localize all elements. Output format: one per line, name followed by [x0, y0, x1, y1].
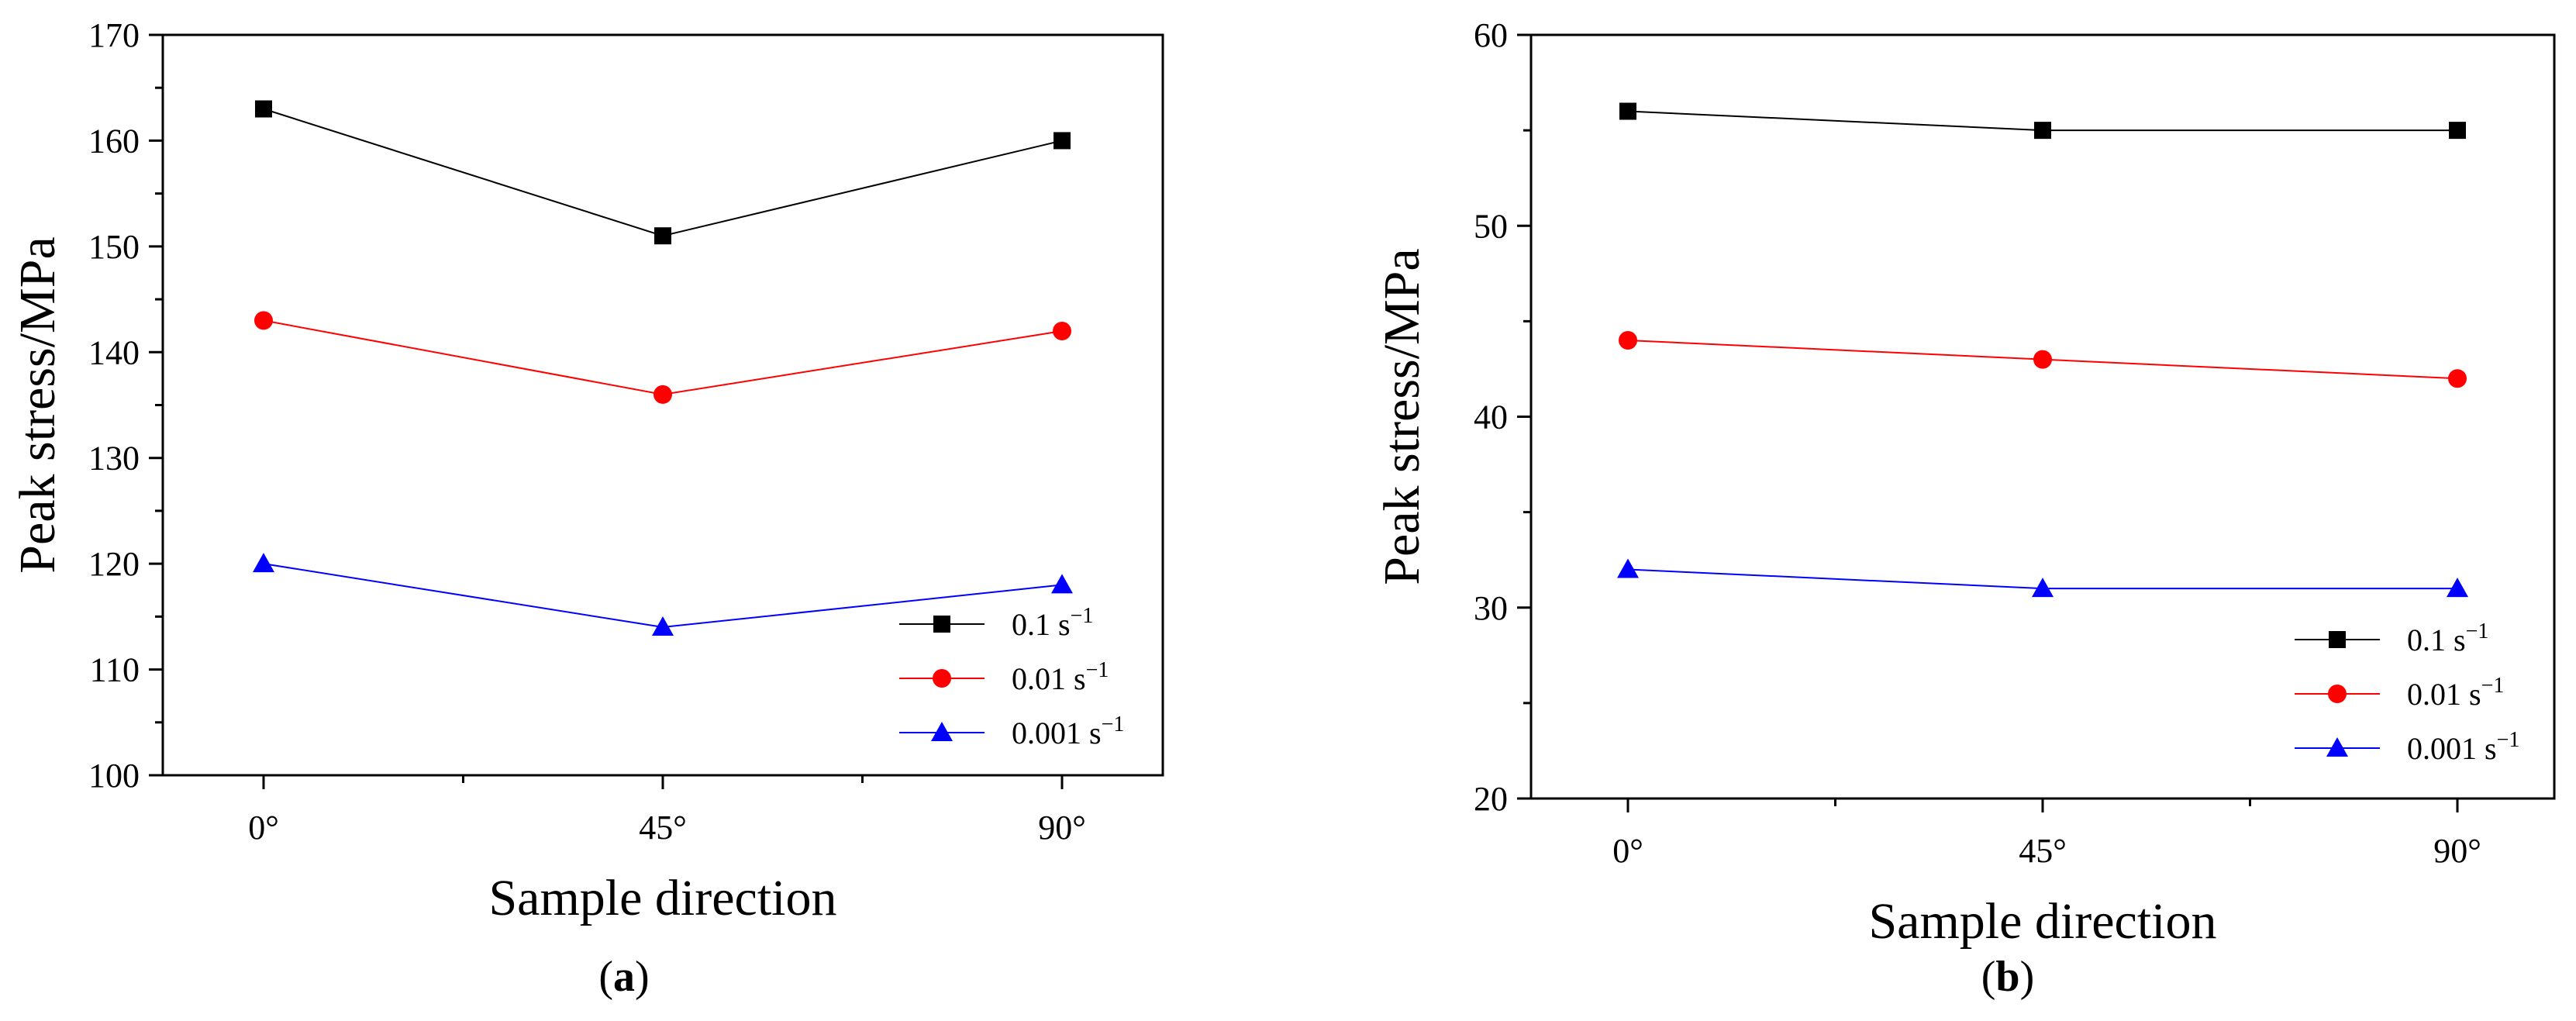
legend-label-name: 0.01 s: [2407, 677, 2481, 712]
y-tick-label: 140: [88, 333, 140, 371]
x-axis-title: Sample direction: [488, 870, 836, 926]
legend-label: 0.001 s−1: [2407, 728, 2519, 766]
legend-label-name: 0.1 s: [2407, 623, 2466, 657]
legend-label-name: 0.01 s: [1012, 661, 1086, 696]
data-point: [254, 311, 273, 330]
x-tick-label: 90°: [2433, 832, 2481, 870]
y-axis-title: Peak stress/MPa: [9, 236, 66, 573]
x-tick-label: 45°: [639, 809, 687, 847]
panel-label-open-paren: (: [1981, 953, 1996, 1001]
data-point: [1051, 574, 1073, 594]
legend-label-exponent: −1: [2466, 619, 2489, 643]
x-tick-label: 0°: [248, 809, 279, 847]
panel-label: (b): [1981, 953, 2034, 1001]
legend-label: 0.1 s−1: [2407, 619, 2488, 657]
plot-frame: [1529, 33, 2556, 800]
legend-label-name: 0.001 s: [1012, 716, 1102, 750]
panel-label-close-paren: ): [2020, 953, 2035, 1001]
data-point: [2032, 578, 2054, 598]
data-point: [2448, 369, 2467, 388]
legend-marker: [2328, 685, 2347, 703]
legend-marker: [933, 669, 951, 688]
y-tick-label: 120: [88, 545, 140, 583]
legend-label-name: 0.001 s: [2407, 731, 2497, 766]
legend-label: 0.1 s−1: [1012, 604, 1093, 642]
data-point: [1053, 322, 1071, 340]
chart-panel-b: 20 30 40 50 60 0° 45° 90° Sample direction Peak s…: [1374, 16, 2556, 1001]
panel-label-letter: a: [613, 953, 635, 1001]
data-point: [253, 553, 274, 573]
data-point: [2449, 122, 2466, 140]
data-point: [2447, 578, 2468, 598]
data-point: [1054, 132, 1071, 150]
data-point: [1619, 102, 1636, 120]
y-tick-label: 130: [88, 440, 140, 478]
legend-label-exponent: −1: [2497, 728, 2520, 752]
legend-marker: [931, 722, 953, 741]
legend-label-exponent: −1: [1102, 712, 1125, 736]
y-tick-label: 170: [88, 16, 140, 54]
data-point: [1617, 558, 1639, 578]
panel-label: (a): [598, 953, 649, 1001]
data-point: [652, 616, 674, 636]
data-point: [1619, 331, 1637, 350]
series-line: [263, 108, 1063, 237]
series-line: [263, 319, 1063, 395]
legend-marker: [933, 616, 950, 633]
y-tick-label: 30: [1474, 589, 1508, 627]
legend-label: 0.01 s−1: [1012, 658, 1109, 696]
x-tick-label: 90°: [1038, 809, 1086, 847]
legend-label-exponent: −1: [1071, 604, 1094, 628]
panel-label-letter: b: [1995, 953, 2019, 1001]
data-point: [2033, 350, 2052, 369]
legend-label: 0.001 s−1: [1012, 712, 1124, 750]
legend-marker: [2326, 737, 2348, 757]
x-tick-label: 0°: [1612, 832, 1643, 870]
data-point: [2034, 122, 2051, 140]
y-tick-label: 100: [88, 757, 140, 795]
y-tick-label: 40: [1474, 398, 1508, 436]
y-tick-label: 150: [88, 228, 140, 266]
legend-label-exponent: −1: [2481, 674, 2505, 698]
y-tick-label: 60: [1474, 16, 1508, 54]
panel-label-close-paren: ): [635, 953, 650, 1001]
legend-label-name: 0.1 s: [1012, 607, 1071, 642]
data-point: [255, 100, 272, 118]
y-tick-label: 50: [1474, 207, 1508, 245]
y-tick-label: 20: [1474, 780, 1508, 818]
legend-marker: [2329, 631, 2346, 648]
panel-label-open-paren: (: [598, 953, 613, 1001]
y-tick-label: 160: [88, 122, 140, 160]
x-axis-title: Sample direction: [1868, 893, 2216, 950]
chart-panel-a: 100 110 120 130 140 150 160 170 0° 45° 90° Sample d…: [9, 16, 1164, 1001]
y-axis-title: Peak stress/MPa: [1374, 248, 1430, 585]
y-tick-label: 110: [90, 651, 140, 689]
x-tick-label: 45°: [2019, 832, 2067, 870]
legend-label-exponent: −1: [1086, 658, 1109, 682]
data-point: [653, 385, 672, 404]
legend-label: 0.01 s−1: [2407, 674, 2504, 712]
data-point: [654, 227, 671, 245]
